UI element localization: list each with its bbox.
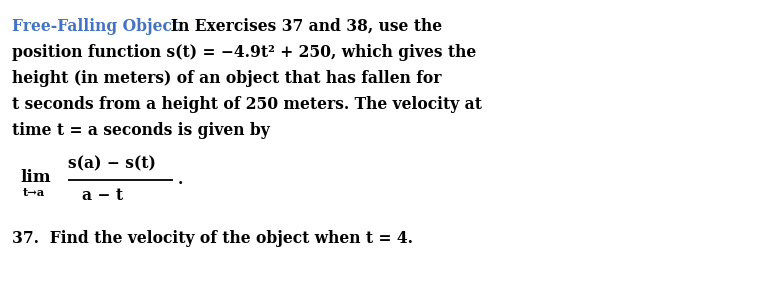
Text: In Exercises 37 and 38, use the: In Exercises 37 and 38, use the	[160, 18, 442, 35]
Text: t seconds from a height of 250 meters. The velocity at: t seconds from a height of 250 meters. T…	[12, 96, 482, 113]
Text: height (in meters) of an object that has fallen for: height (in meters) of an object that has…	[12, 70, 442, 87]
Text: t→a: t→a	[23, 187, 46, 198]
Text: s(a) − s(t): s(a) − s(t)	[68, 155, 156, 173]
Text: lim: lim	[20, 169, 51, 187]
Text: a − t: a − t	[82, 187, 123, 205]
Text: position function s(t) = −4.9t² + 250, which gives the: position function s(t) = −4.9t² + 250, w…	[12, 44, 476, 61]
Text: time t = a seconds is given by: time t = a seconds is given by	[12, 122, 269, 139]
Text: Free-Falling Object: Free-Falling Object	[12, 18, 179, 35]
Text: .: .	[178, 171, 184, 189]
Text: 37.  Find the velocity of the object when t = 4.: 37. Find the velocity of the object when…	[12, 230, 413, 247]
